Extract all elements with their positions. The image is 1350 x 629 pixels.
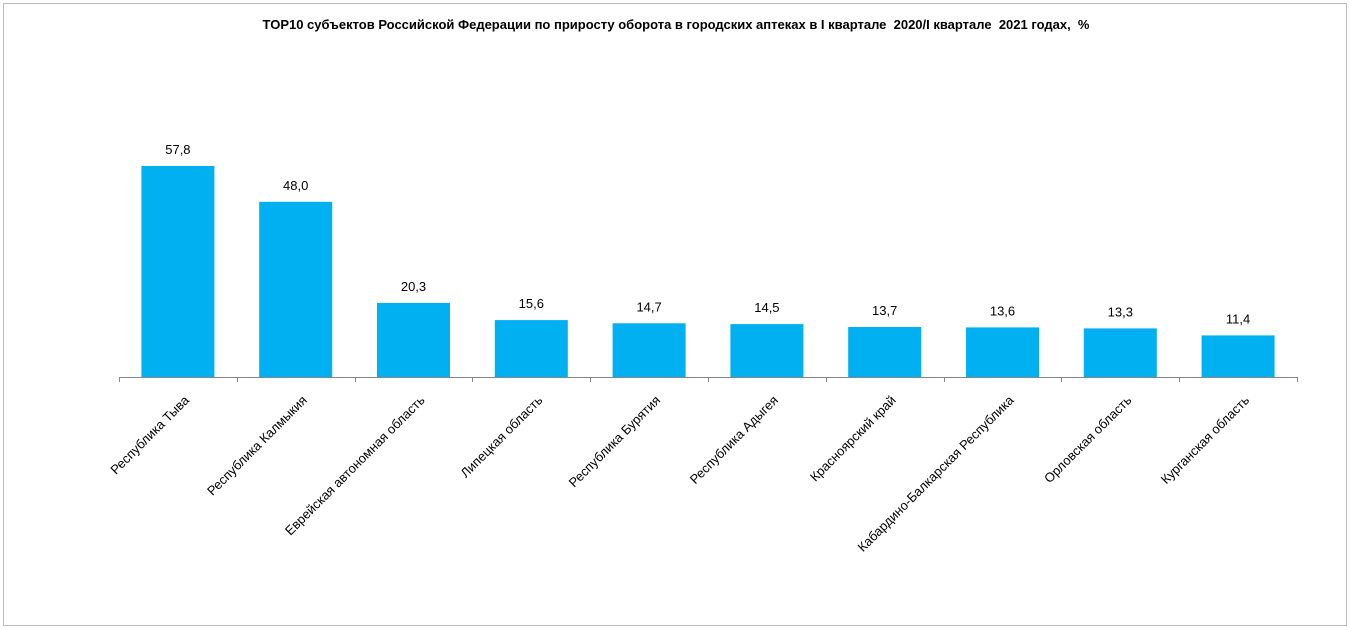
bar-value-label: 14,5	[754, 300, 779, 315]
bar-value-label: 20,3	[401, 279, 426, 294]
bar-value-label: 14,7	[636, 299, 661, 314]
bar-value-label: 11,4	[1226, 311, 1250, 326]
bar	[1083, 328, 1157, 377]
x-tick-label: Республика Калмыкия	[204, 393, 310, 499]
chart-title: TOP10 субъектов Российской Федерации по …	[262, 17, 1090, 32]
x-tick-label: Красноярский край	[807, 393, 899, 485]
bar	[494, 320, 568, 377]
bar	[612, 323, 686, 377]
bar	[259, 201, 333, 377]
bar	[966, 327, 1039, 377]
bar-value-label: 57,8	[165, 142, 190, 157]
bar-value-label: 13,3	[1108, 304, 1133, 319]
x-tick-label: Республика Тыва	[107, 392, 192, 477]
x-tick-label: Курганская область	[1158, 392, 1253, 487]
bar	[730, 324, 804, 377]
x-tick-label: Еврейская автономная область	[282, 392, 428, 538]
bar-value-label: 48,0	[283, 178, 308, 193]
bar-value-label: 15,6	[519, 296, 544, 311]
bar	[848, 327, 922, 377]
x-tick-label: Республика Адыгея	[687, 393, 781, 487]
x-tick-label: Орловская область	[1041, 392, 1135, 486]
x-tick-label: Липецкая область	[457, 392, 545, 480]
chart-container: TOP10 субъектов Российской Федерации по …	[3, 3, 1347, 626]
bar-value-label: 13,6	[990, 303, 1015, 318]
bar	[377, 302, 450, 377]
bar	[1201, 335, 1275, 377]
bar	[141, 166, 215, 377]
x-tick-label: Республика Бурятия	[566, 393, 664, 491]
bar-value-label: 13,7	[872, 303, 897, 318]
bar-chart: 57,8 Республика Тыва 48,0 Республика Калмык…	[107, 142, 1298, 555]
